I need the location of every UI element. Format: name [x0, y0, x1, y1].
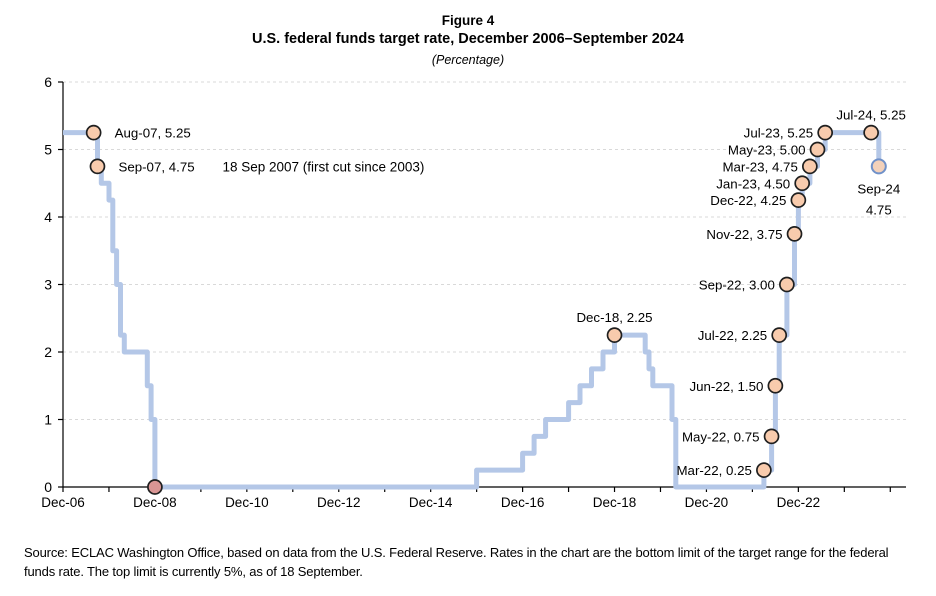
x-tick-label: Dec-06: [41, 495, 85, 510]
marker-dec-22: [790, 192, 807, 208]
chart-header: Figure 4 U.S. federal funds target rate,…: [0, 12, 936, 69]
y-tick-label: 2: [44, 344, 52, 360]
marker-sep-24: [870, 158, 887, 175]
marker-jul-24: [863, 124, 879, 141]
data-label: Jul-23, 5.25: [744, 126, 813, 141]
data-label: May-23, 5.00: [728, 143, 806, 158]
chart-unit-note: (Percentage): [431, 52, 505, 67]
source-note: Source: ECLAC Washington Office, based o…: [24, 545, 889, 579]
data-label: Sep-22, 3.00: [699, 278, 775, 293]
marker-jan-23: [794, 175, 811, 192]
marker-dec-18: [606, 327, 623, 343]
x-tick-label: Dec-10: [225, 495, 269, 510]
x-tick-label: Dec-22: [777, 495, 821, 510]
data-label: Mar-22, 0.25: [676, 463, 751, 478]
marker-jul-23: [817, 124, 834, 141]
data-label: Jul-24, 5.25: [836, 108, 905, 123]
x-tick-label: Dec-16: [501, 495, 545, 510]
marker-may-23: [809, 141, 826, 158]
data-label: Aug-07, 5.25: [115, 126, 191, 141]
x-tick-label: Dec-08: [133, 495, 177, 510]
data-label: Dec-22, 4.25: [710, 193, 786, 208]
y-tick-label: 5: [44, 142, 52, 158]
data-label: 4.75: [866, 202, 892, 217]
annotation-first-cut: 18 Sep 2007 (first cut since 2003): [222, 159, 424, 174]
data-label: Sep-07, 4.75: [118, 159, 194, 174]
marker-may-22: [763, 428, 780, 445]
data-label: Jan-23, 4.50: [716, 176, 790, 191]
data-label: Mar-23, 4.75: [722, 159, 797, 174]
data-label: Jun-22, 1.50: [689, 379, 763, 394]
y-tick-label: 4: [44, 209, 52, 225]
y-tick-label: 3: [44, 277, 52, 293]
data-label: Sep-24: [857, 181, 900, 196]
marker-nov-22: [786, 226, 803, 242]
data-label: Nov-22, 3.75: [706, 227, 782, 242]
data-label: Dec-18, 2.25: [576, 310, 652, 325]
marker-dec-08: [147, 479, 163, 495]
x-tick-label: Dec-18: [593, 495, 637, 510]
marker-mar-22: [756, 462, 772, 478]
x-tick-label: Dec-20: [685, 495, 729, 510]
figure-number: Figure 4: [441, 13, 495, 28]
marker-sep-22: [779, 276, 795, 293]
marker-jun-22: [767, 377, 784, 394]
marker-jul-22: [771, 327, 788, 343]
marker-sep-07: [89, 158, 106, 175]
y-tick-label: 6: [44, 74, 52, 90]
marker-mar-23: [801, 158, 818, 175]
data-label: May-22, 0.75: [682, 429, 760, 444]
y-tick-label: 0: [44, 479, 52, 495]
data-label: Jul-22, 2.25: [698, 328, 767, 343]
chart-title: U.S. federal funds target rate, December…: [252, 31, 684, 48]
marker-aug-07: [85, 124, 102, 141]
y-tick-label: 1: [44, 412, 52, 428]
x-tick-label: Dec-12: [317, 495, 361, 510]
x-tick-label: Dec-14: [409, 495, 453, 510]
